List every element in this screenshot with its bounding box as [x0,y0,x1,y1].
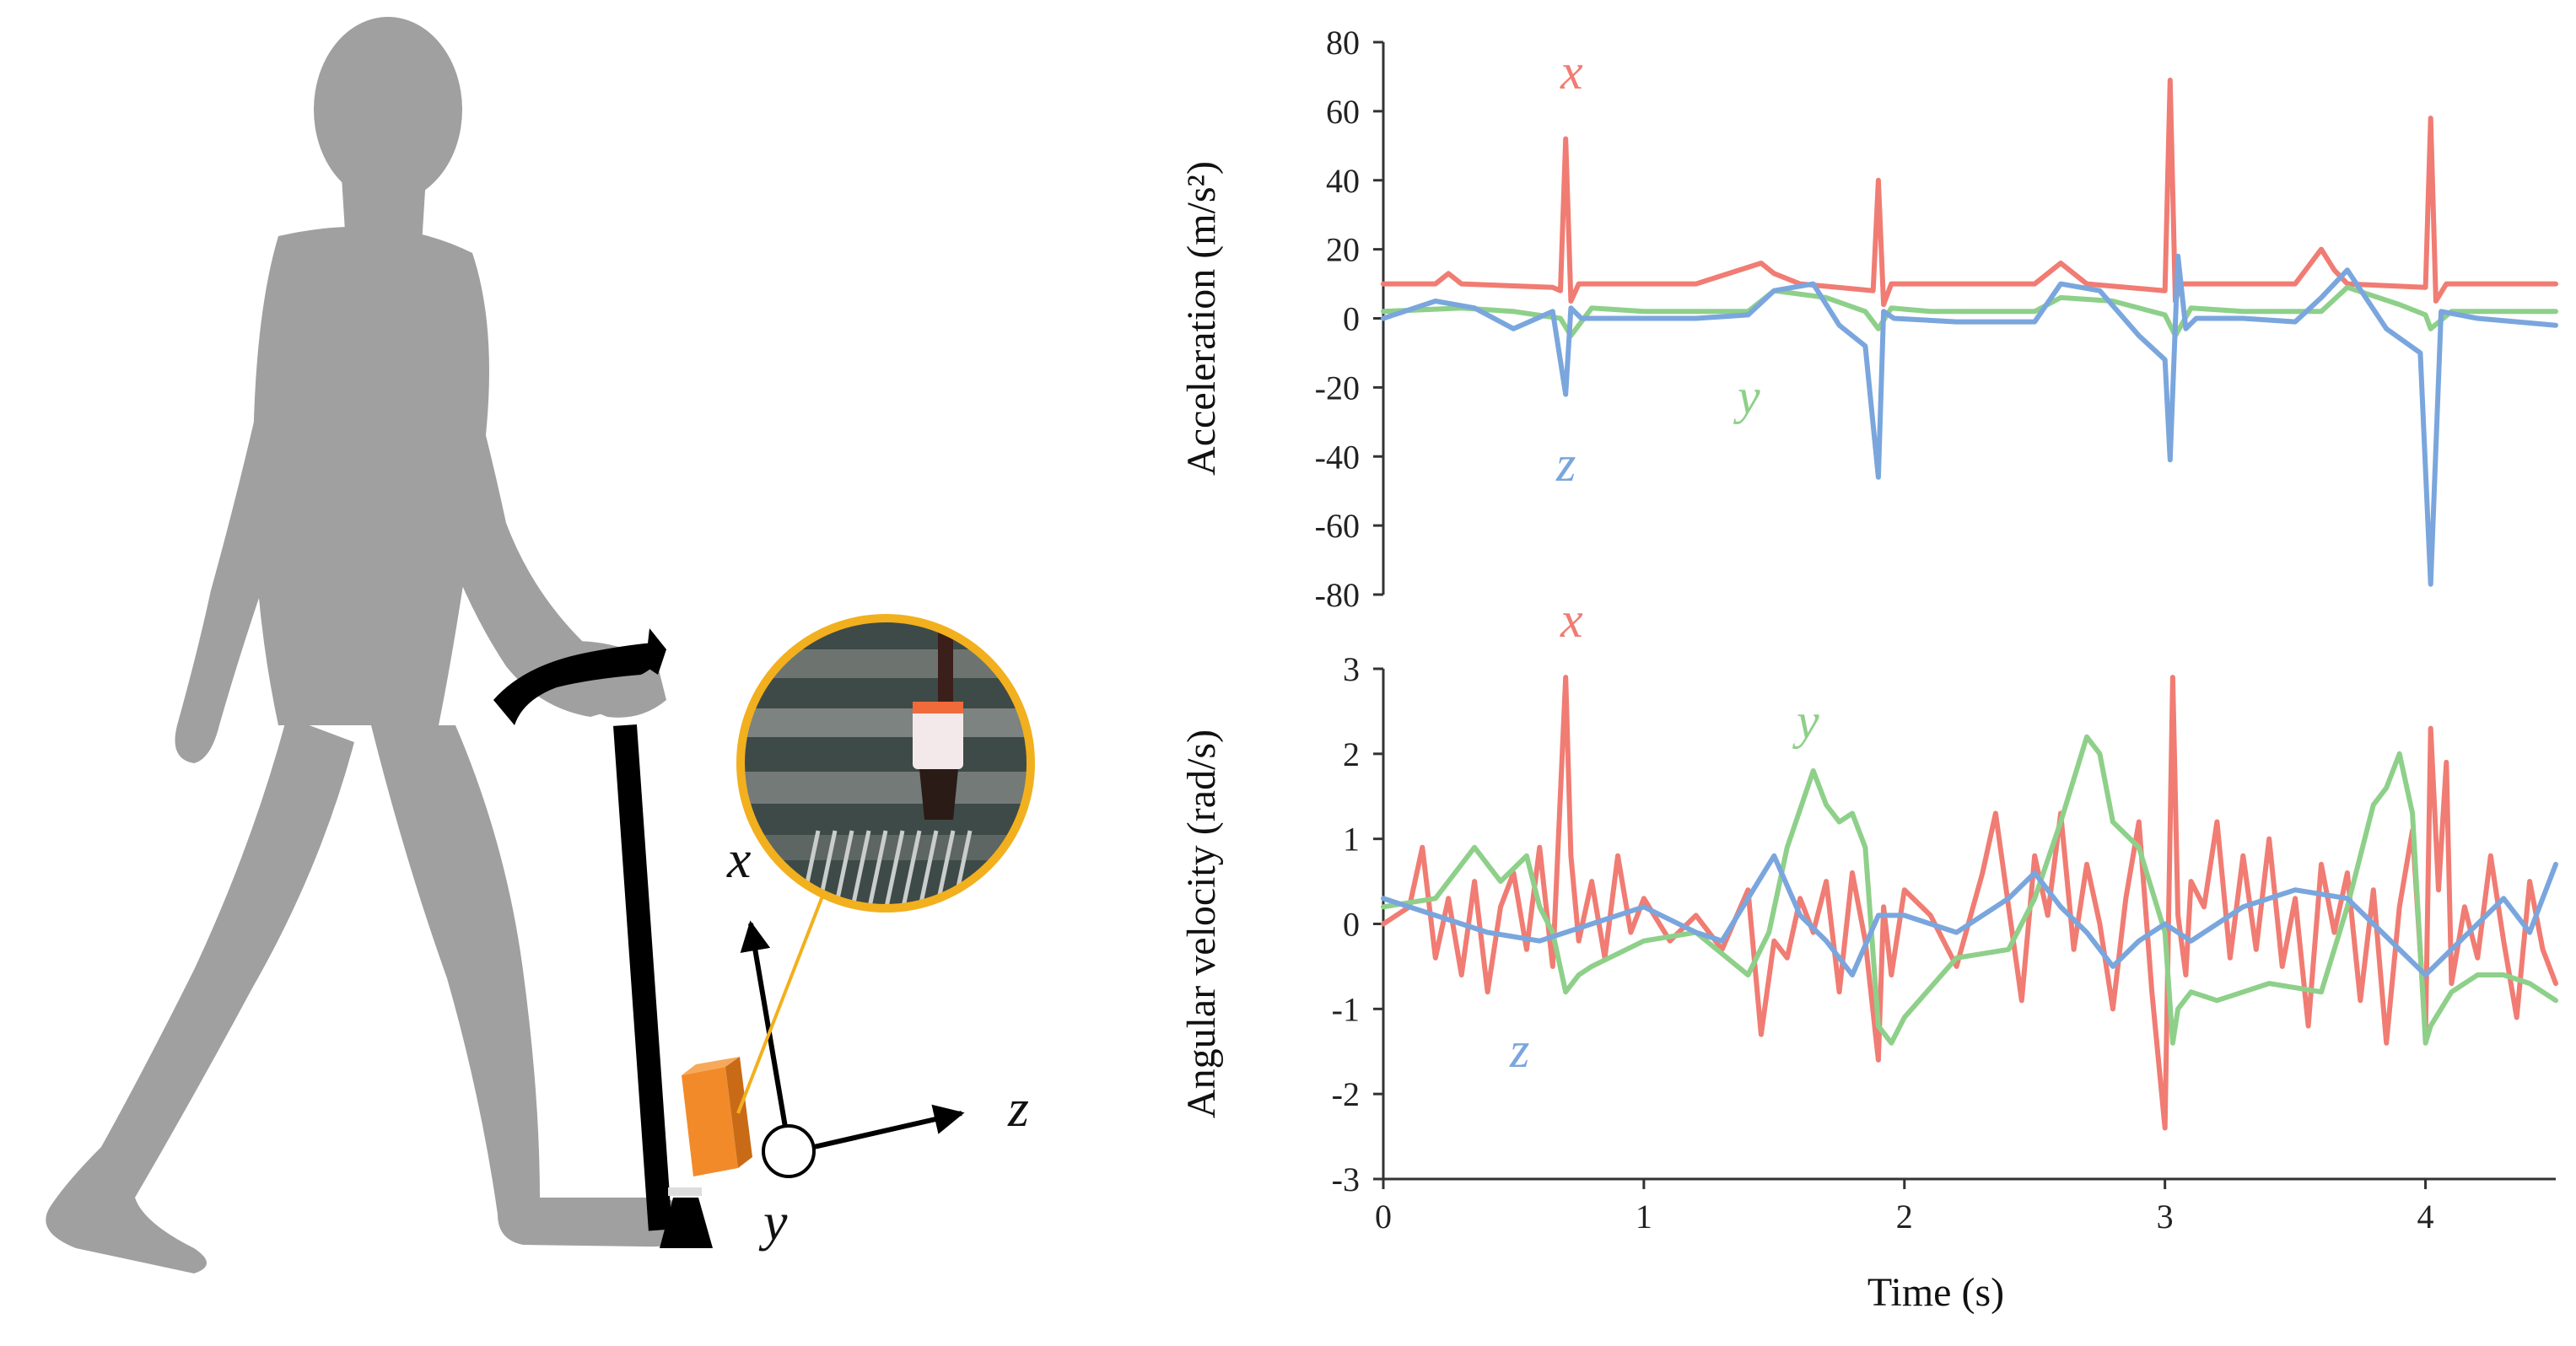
axis-y-label: y [758,1192,788,1252]
y-tick-label: -3 [1332,1160,1360,1198]
axis-z-label: z [1007,1078,1029,1138]
cane-handle-tip [645,628,666,675]
axis-x-label: x [726,829,751,889]
inset-ring [736,614,1035,913]
person-torso [253,226,489,725]
x-tick-label: 4 [2417,1198,2434,1236]
y-tick-label: 1 [1343,821,1360,859]
series-label-y: y [1792,693,1819,749]
series-label-x: x [1560,592,1583,648]
series-line-y [1381,734,2558,1046]
chart-panel-1: 3 2 1 0 -1 -2 -3 0 1 2 3 4 Time (s) Angular velocity … [1179,592,2558,1315]
person-back-arm [175,270,304,763]
axis-z-arrow [813,1104,965,1149]
series-line-z [1381,253,2558,587]
walking-person-silhouette [46,17,702,1273]
y-tick-label: -1 [1332,990,1360,1028]
person-front-arm [422,261,656,717]
y-axis-label: Acceleration (m/s²) [1179,161,1224,476]
cane-handle [493,643,666,725]
series-label-y: y [1733,369,1760,424]
y-tick-label: 80 [1326,24,1360,62]
x-tick-label: 1 [1636,1198,1652,1236]
cane-tip [660,1198,713,1248]
x-tick-label: 0 [1375,1198,1392,1236]
illustration-panel: x z y [46,17,1035,1273]
y-tick-label: 3 [1343,650,1360,688]
person-back-leg [46,717,355,1273]
inset-connector-line [736,885,828,1114]
y-tick-label: 0 [1343,906,1360,944]
y-tick-label: 40 [1326,162,1360,200]
cane-band [668,1187,702,1196]
x-tick-label: 3 [2157,1198,2174,1236]
person-front-leg [371,725,702,1247]
cane-shaft [613,724,672,1231]
y-tick-label: 0 [1343,300,1360,338]
series-line-x [1381,78,2558,308]
chart-panel-0: 80 60 40 20 0 -20 -40 -60 -80 Acceleration (m/s²)… [1179,24,2558,614]
y-tick-label: -40 [1315,438,1360,476]
series-line-x [1381,675,2558,1131]
y-tick-label: 20 [1326,231,1360,269]
series-label-z: z [1555,436,1576,492]
coordinate-axes: x z y [726,829,1029,1252]
imu-sensor [682,1057,752,1176]
x-tick-label: 2 [1896,1198,1913,1236]
y-axis-label: Angular velocity (rad/s) [1179,730,1224,1118]
axis-y-circle [762,1124,816,1178]
person-head [314,17,462,202]
photo-inset [736,614,1035,913]
cane [493,628,713,1248]
series-label-x: x [1560,44,1583,100]
y-tick-label: -80 [1315,576,1360,614]
y-tick-label: 60 [1326,93,1360,131]
y-tick-label: -60 [1315,507,1360,545]
y-tick-label: 2 [1343,735,1360,773]
series-line-z [1381,853,2558,977]
y-tick-label: -2 [1332,1075,1360,1113]
series-label-z: z [1509,1022,1529,1078]
x-axis-label: Time (s) [1867,1270,2004,1315]
series-line-y [1381,284,2558,338]
y-tick-label: -20 [1315,369,1360,406]
